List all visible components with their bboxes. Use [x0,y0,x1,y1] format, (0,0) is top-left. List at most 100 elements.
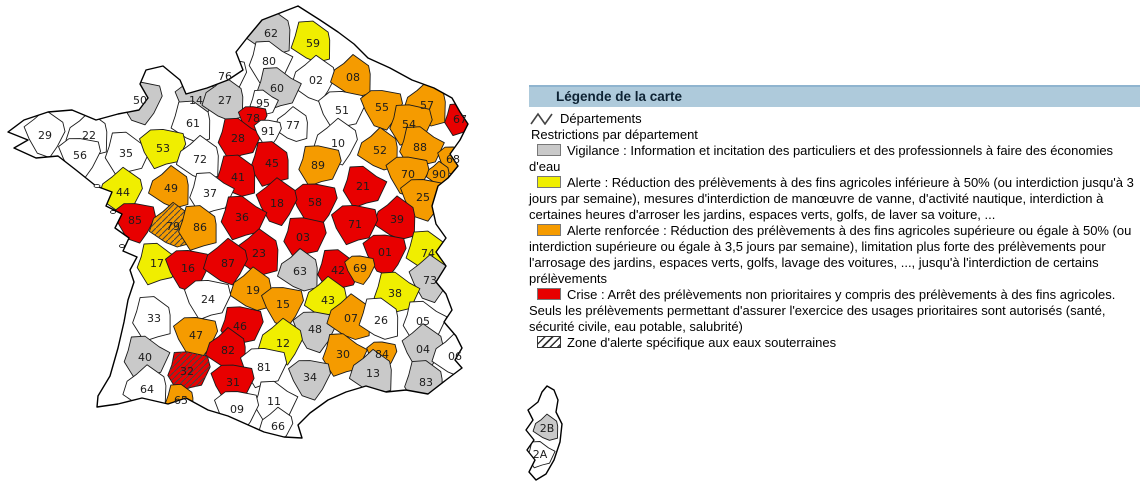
department-label-79: 79 [166,220,180,233]
corsica-border [525,385,563,481]
zone_souterraine-swatch [537,336,561,348]
department-21[interactable] [342,165,388,209]
department-87[interactable] [202,237,248,286]
department-label-14: 14 [189,94,203,107]
department-15[interactable] [261,287,304,328]
department-19[interactable] [229,266,272,311]
department-24[interactable] [184,279,232,321]
legend-departements-label: Départements [560,110,642,126]
legend-item-alerte: Alerte : Réduction des prélèvements à de… [529,175,1140,223]
department-label-22: 22 [82,129,96,142]
map-legend: Légende de la carte Départements Restric… [529,85,1140,351]
department-label-04: 04 [416,343,430,356]
department-55[interactable] [360,90,403,131]
department-label-2B: 2B [540,422,555,435]
department-label-62: 62 [264,27,278,40]
department-label-60: 60 [270,82,284,95]
department-36[interactable] [220,195,268,241]
department-35[interactable] [104,131,152,177]
department-label-24: 24 [201,293,215,306]
department-label-82: 82 [221,344,235,357]
department-29[interactable] [23,109,66,159]
department-label-51: 51 [335,104,349,117]
alerte-swatch [537,176,561,188]
island [93,184,101,188]
france-border [7,5,469,439]
department-label-39: 39 [390,213,404,226]
department-label-15: 15 [276,298,290,311]
department-label-23: 23 [252,247,266,260]
department-03[interactable] [283,217,327,259]
department-label-78: 78 [246,112,260,125]
department-label-69: 69 [353,262,367,275]
department-08[interactable] [330,54,371,98]
department-45[interactable] [250,141,289,187]
department-label-27: 27 [218,94,232,107]
department-69[interactable] [344,255,376,285]
department-53[interactable] [139,128,187,170]
department-label-03: 03 [296,231,310,244]
legend-restrictions-label: Restrictions par département [531,127,698,142]
legend-item-text: Alerte : Réduction des prélèvements à de… [529,175,1134,222]
legend-items: Vigilance : Information et incitation de… [529,143,1140,351]
department-label-41: 41 [231,171,245,184]
department-label-12: 12 [276,337,290,350]
department-label-67: 67 [453,113,467,126]
department-71[interactable] [331,204,379,246]
department-89[interactable] [298,145,342,187]
department-label-07: 07 [344,312,358,325]
department-label-19: 19 [246,284,260,297]
department-label-74: 74 [421,247,435,260]
department-label-54: 54 [402,118,416,131]
alerte_renforcee-swatch [537,224,561,236]
department-label-31: 31 [226,376,240,389]
department-label-28: 28 [231,132,245,145]
department-37[interactable] [189,172,235,216]
department-label-35: 35 [119,147,133,160]
department-label-11: 11 [267,395,281,408]
map-area: 62 59 80 76 02 08 60 50 14 27 95 51 55 57 67 54 78 77 61 28… [7,5,563,481]
department-label-57: 57 [420,99,434,112]
legend-title: Légende de la carte [529,85,1140,107]
department-label-50: 50 [133,94,147,107]
department-label-66: 66 [271,420,285,433]
department-label-48: 48 [308,323,322,336]
department-label-86: 86 [193,221,207,234]
department-34[interactable] [288,360,331,401]
department-label-73: 73 [423,274,437,287]
department-07[interactable] [326,293,371,340]
department-label-90: 90 [432,168,446,181]
department-63[interactable] [277,248,318,292]
department-label-68: 68 [446,153,460,166]
department-49[interactable] [148,165,189,209]
department-label-72: 72 [193,153,207,166]
department-label-58: 58 [308,196,322,209]
department-26[interactable] [358,297,399,340]
department-51[interactable] [318,90,366,132]
france-drought-map: 62 59 80 76 02 08 60 50 14 27 95 51 55 57 67 54 78 77 61 28… [7,5,563,481]
legend-item-vigilance: Vigilance : Information et incitation de… [529,143,1140,175]
department-label-77: 77 [286,119,300,132]
department-47[interactable] [173,317,219,360]
department-17[interactable] [136,242,182,286]
department-label-2A: 2A [533,448,548,461]
department-label-52: 52 [373,144,387,157]
department-2B[interactable] [532,413,559,441]
department-label-37: 37 [203,187,217,200]
department-86[interactable] [178,205,217,251]
department-label-43: 43 [321,294,335,307]
department-33[interactable] [132,296,171,342]
department-label-34: 34 [303,371,317,384]
department-label-83: 83 [419,376,433,389]
department-label-06: 06 [448,350,462,363]
legend-item-text: Zone d'alerte spécifique aux eaux souter… [567,335,837,350]
department-28[interactable] [217,117,263,161]
department-label-64: 64 [140,383,154,396]
department-label-08: 08 [346,71,360,84]
department-label-89: 89 [311,159,325,172]
department-label-70: 70 [401,168,415,181]
department-label-91: 91 [261,125,275,138]
island [110,210,116,214]
department-label-49: 49 [164,182,178,195]
